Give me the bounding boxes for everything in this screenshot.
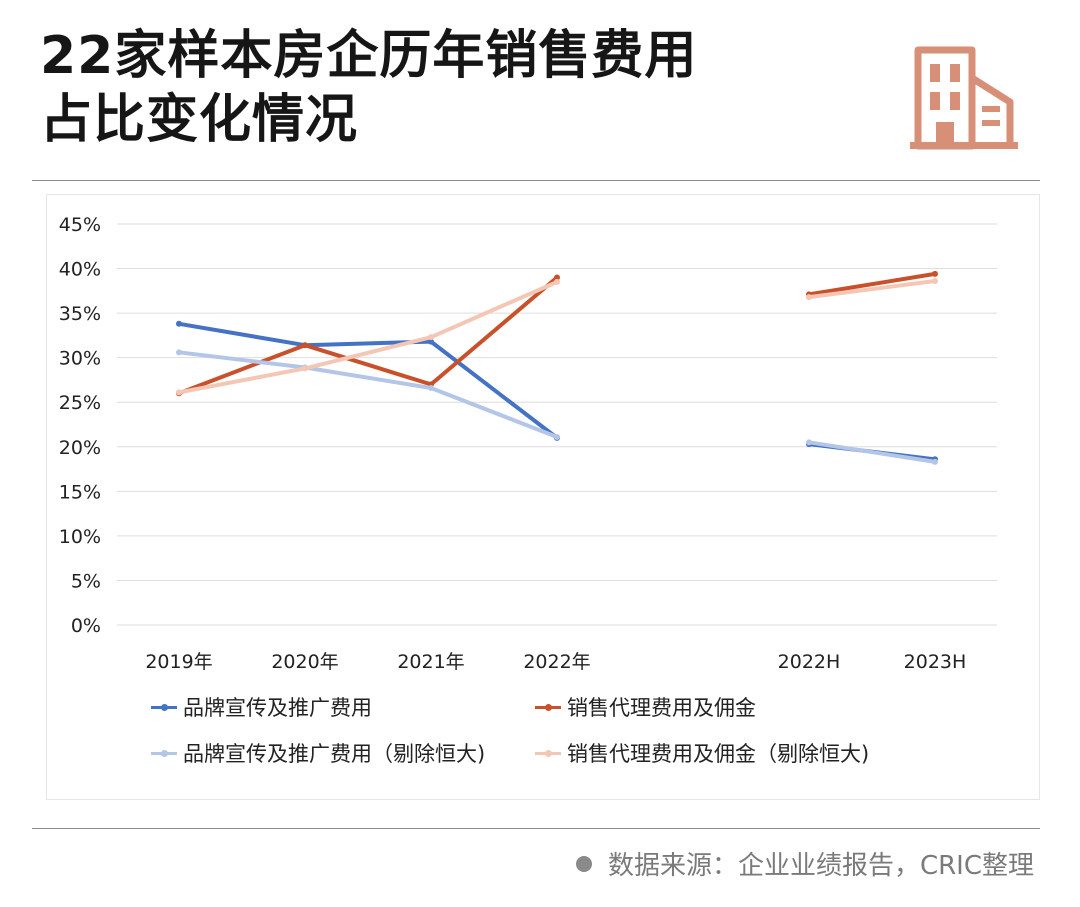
- legend-item: 品牌宣传及推广费用: [151, 691, 372, 723]
- line-chart: 0% 5% 10% 15% 20% 25% 30% 35% 40% 45% 2019年 2020年 20…: [46, 194, 1040, 800]
- source-text: 数据来源：企业业绩报告，CRIC整理: [607, 851, 1034, 881]
- data-point: [302, 342, 308, 349]
- data-point: [932, 278, 938, 285]
- legend-swatch: [535, 749, 561, 757]
- title-line-1: 22家样本房企历年销售费用: [40, 26, 698, 86]
- x-tick-label: 2019年: [145, 651, 212, 673]
- series-line-4: [177, 279, 559, 395]
- data-point: [176, 349, 182, 356]
- title-line-2: 占比变化情况: [40, 90, 359, 150]
- series-line-3: [807, 440, 937, 464]
- data-point: [428, 384, 434, 391]
- data-point: [932, 458, 938, 465]
- bottom-divider: [32, 828, 1040, 829]
- y-tick-label: 15%: [59, 481, 101, 503]
- y-tick-label: 30%: [59, 348, 101, 370]
- y-tick-label: 45%: [59, 214, 101, 236]
- legend-label: 品牌宣传及推广费用（剔除恒大): [183, 742, 486, 766]
- data-point: [302, 365, 308, 372]
- data-point: [176, 389, 182, 396]
- data-point: [932, 270, 938, 277]
- data-point: [554, 274, 560, 281]
- series-line-2: [807, 271, 937, 297]
- data-point: [428, 338, 434, 345]
- data-point: [806, 439, 812, 446]
- series-line-4: [807, 279, 937, 300]
- legend-item: 销售代理费用及佣金（剔除恒大): [535, 737, 869, 769]
- top-divider: [32, 180, 1040, 181]
- y-tick-label: 10%: [59, 526, 101, 548]
- chart-legend: 品牌宣传及推广费用 销售代理费用及佣金品牌宣传及推广费用（剔除恒大) 销售代理费用及…: [151, 691, 951, 791]
- data-source: 数据来源：企业业绩报告，CRIC整理: [575, 845, 1034, 882]
- chart-plot: 0% 5% 10% 15% 20% 25% 30% 35% 40% 45% 2019年 2020年 20…: [59, 214, 997, 673]
- series-line-3: [177, 350, 559, 439]
- legend-item: 销售代理费用及佣金: [535, 691, 756, 723]
- legend-label: 销售代理费用及佣金（剔除恒大): [567, 742, 870, 766]
- legend-swatch: [151, 703, 177, 711]
- y-tick-label: 20%: [59, 437, 101, 459]
- legend-swatch: [535, 703, 561, 711]
- data-point: [806, 294, 812, 301]
- y-tick-label: 35%: [59, 303, 101, 325]
- series-line-1: [177, 321, 559, 440]
- chart-title: 22家样本房企历年销售费用 占比变化情况: [40, 24, 697, 152]
- y-tick-label: 25%: [59, 392, 101, 414]
- bullet-icon: [575, 855, 592, 872]
- data-point: [554, 433, 560, 440]
- y-tick-label: 40%: [59, 259, 101, 281]
- building-icon: [910, 46, 1018, 150]
- y-tick-label: 5%: [71, 570, 101, 592]
- legend-label: 销售代理费用及佣金: [567, 696, 756, 720]
- x-tick-label: 2023H: [904, 651, 967, 673]
- legend-swatch: [151, 749, 177, 757]
- x-tick-label: 2022年: [523, 651, 590, 673]
- series-line-2: [177, 275, 559, 396]
- legend-item: 品牌宣传及推广费用（剔除恒大): [151, 737, 485, 769]
- legend-label: 品牌宣传及推广费用: [183, 696, 372, 720]
- y-tick-label: 0%: [71, 615, 101, 637]
- x-tick-label: 2020年: [271, 651, 338, 673]
- data-point: [176, 320, 182, 327]
- x-tick-label: 2022H: [778, 651, 841, 673]
- data-point: [428, 334, 434, 341]
- x-tick-label: 2021年: [397, 651, 464, 673]
- data-point: [554, 278, 560, 285]
